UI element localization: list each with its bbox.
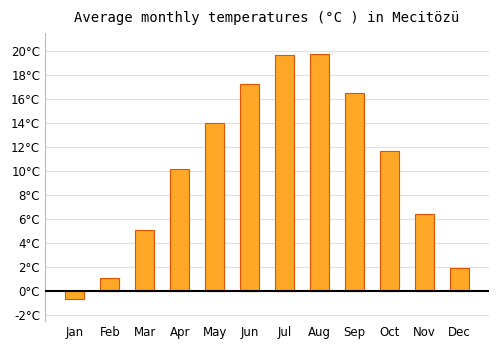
Bar — [240, 84, 259, 291]
Bar — [100, 278, 119, 291]
Bar — [135, 230, 154, 291]
Bar — [344, 93, 364, 291]
Bar — [310, 54, 329, 291]
Bar — [66, 291, 84, 300]
Title: Average monthly temperatures (°C ) in Mecitözü: Average monthly temperatures (°C ) in Me… — [74, 11, 460, 25]
Bar — [205, 123, 224, 291]
Bar — [414, 214, 434, 291]
Bar — [275, 55, 294, 291]
Bar — [380, 151, 399, 291]
Bar — [170, 169, 190, 291]
Bar — [450, 268, 468, 291]
